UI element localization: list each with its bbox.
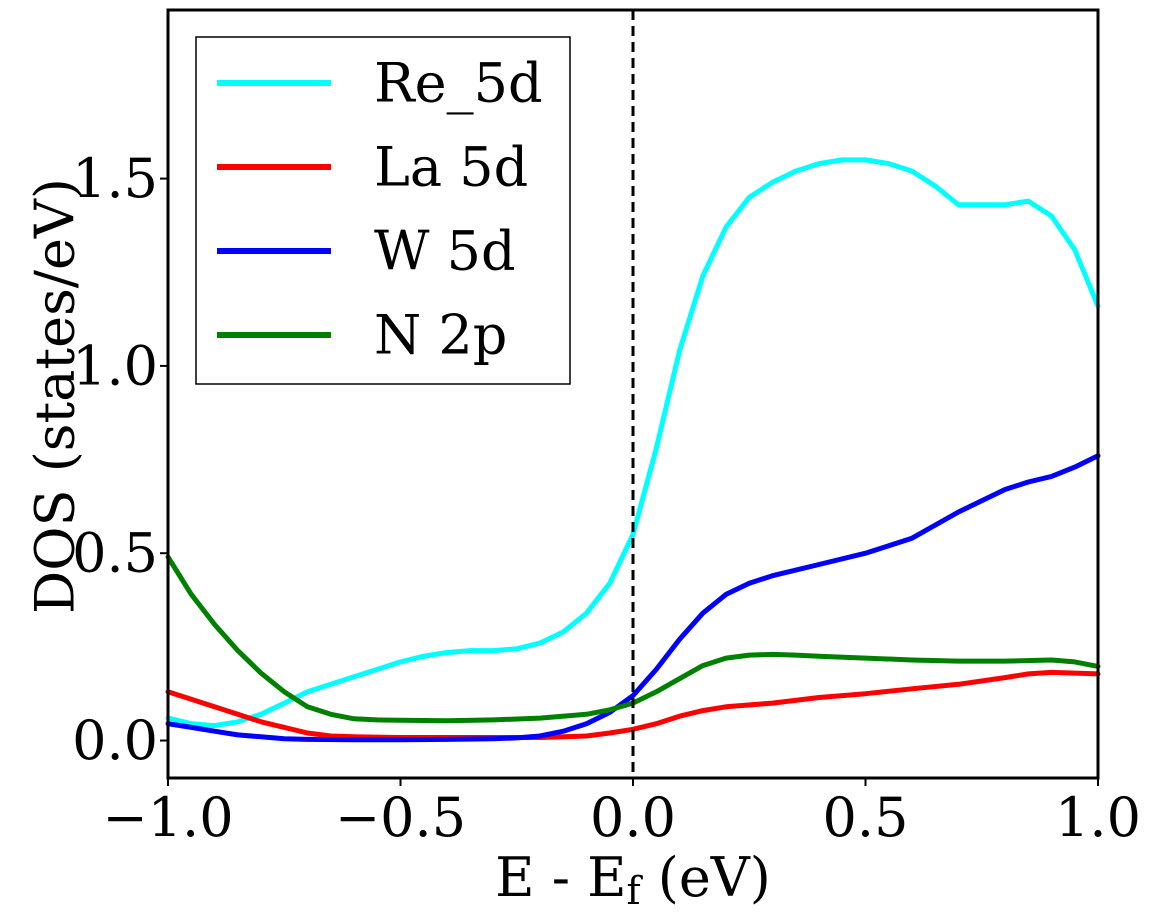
- x-tick-label: 0.5: [823, 786, 909, 849]
- x-tick-label: −0.5: [335, 786, 466, 849]
- y-axis: 0.0 0.5 1.0 1.5: [72, 147, 168, 772]
- y-tick-label: 1.0: [72, 334, 158, 397]
- legend-frame: [195, 36, 571, 385]
- series-line-re-5d: [165, 157, 1101, 729]
- series-line-w-5d: [165, 453, 1101, 743]
- series-line-n-2p: [165, 554, 1101, 724]
- x-tick-label: −1.0: [102, 786, 233, 849]
- x-tick-label: 0.0: [590, 786, 676, 849]
- x-tick-label: 1.0: [1055, 786, 1141, 849]
- legend-label: La 5d: [374, 136, 528, 199]
- series-lines: [165, 157, 1101, 743]
- y-tick-label: 1.5: [72, 147, 158, 210]
- legend: Re_5d La 5d W 5d N 2p: [195, 36, 571, 385]
- series-line-la-5d: [165, 669, 1101, 740]
- x-axis-label: E - Ef (eV): [495, 846, 771, 913]
- y-axis-label: DOS (states/eV): [24, 178, 87, 614]
- x-axis: −1.0 −0.5 0.0 0.5 1.0: [102, 778, 1141, 849]
- y-tick-label: 0.5: [72, 522, 158, 585]
- legend-label: N 2p: [374, 304, 507, 367]
- y-tick-label: 0.0: [72, 709, 158, 772]
- legend-label: W 5d: [374, 220, 516, 283]
- legend-label: Re_5d: [374, 52, 543, 115]
